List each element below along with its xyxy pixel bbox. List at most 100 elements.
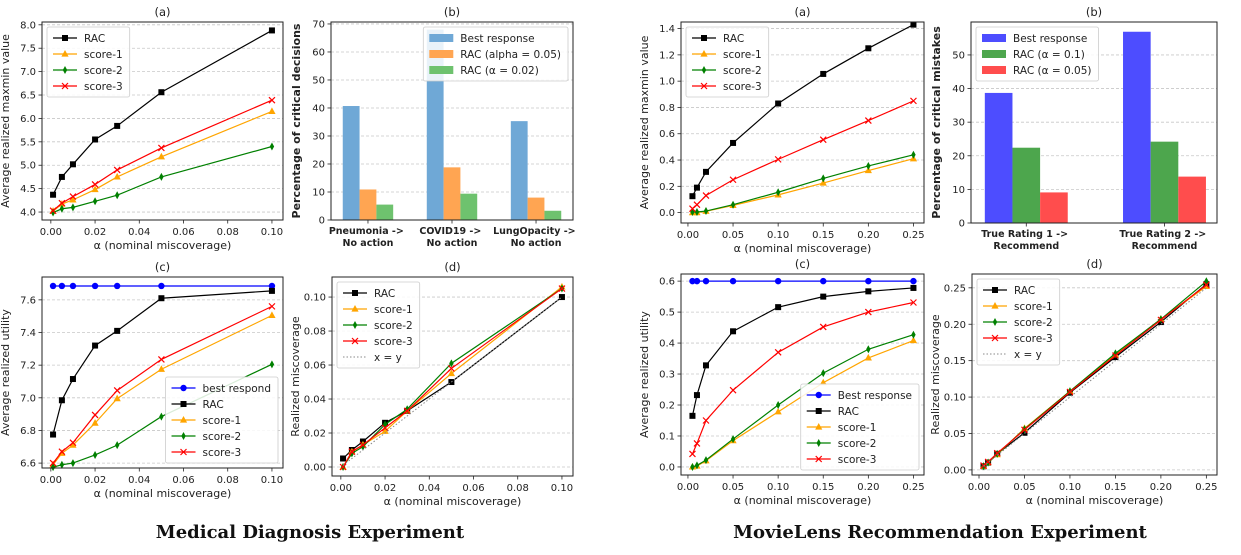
legend-label: score-2 [723, 65, 762, 77]
line-x = y [983, 287, 1207, 467]
line-x = y [342, 296, 563, 466]
y-tick-label: 6.5 [20, 91, 36, 102]
chart-title: (c) [155, 260, 170, 274]
y-tick-label: 50 [952, 50, 965, 61]
series-Best response [689, 277, 917, 285]
chart-title: (b) [444, 5, 460, 19]
y-tick-label: 0 [319, 216, 325, 227]
marker-x [113, 166, 121, 174]
bar-LungOpacity -> No action-Best response [510, 121, 528, 220]
series-score-1 [49, 107, 276, 214]
marker-x [815, 455, 823, 463]
x-category-label-line: No action [427, 238, 478, 249]
marker-square [693, 184, 700, 191]
marker-diamond [866, 161, 871, 170]
marker-diamond [92, 450, 98, 459]
line-score-1 [52, 110, 273, 212]
x-tick-label: 0.05 [1013, 482, 1035, 493]
x-tick-label: 0.10 [767, 482, 789, 493]
x-axis-label: α (nominal miscoverage) [734, 242, 872, 255]
marker-diamond [775, 401, 781, 410]
marker-x [58, 448, 66, 456]
x-tick-label: 0.04 [128, 227, 150, 238]
marker-triangle [909, 336, 918, 344]
marker-triangle [268, 107, 276, 115]
marker-x [268, 302, 276, 310]
y-tick-label: 6.8 [20, 426, 36, 437]
axes-frame [680, 21, 925, 224]
marker-x [180, 448, 187, 456]
marker-triangle [774, 407, 782, 415]
marker-circle [49, 282, 57, 290]
marker-square [268, 287, 275, 294]
legend-label: score-3 [1014, 333, 1053, 345]
x-tick-label: 0.06 [462, 483, 484, 494]
series-score-3 [339, 285, 566, 471]
legend-box [165, 376, 279, 464]
marker-triangle [113, 172, 121, 180]
marker-diamond [159, 412, 164, 421]
chart-med-a: 4.0 4.5 5.0 5.5 6.0 6.5 7.0 7.5 8.0 0.00 0.02 0.04 0… [0, 5, 284, 252]
y-tick-label: 0.00 [304, 462, 326, 473]
legend-swatch [429, 34, 454, 42]
marker-triangle [815, 423, 823, 430]
marker-square [775, 100, 782, 107]
marker-x [980, 462, 987, 469]
x-tick-label: 0.10 [261, 475, 283, 486]
marker-square [820, 293, 827, 300]
marker-square [910, 284, 917, 291]
legend-swatch [429, 50, 454, 58]
y-tick-label: 40 [312, 103, 325, 114]
legend-label: score-2 [84, 65, 123, 77]
legend-box [685, 26, 770, 98]
legend-box [975, 26, 1099, 82]
y-tick-label: 1.0 [659, 77, 675, 88]
marker-x [864, 117, 872, 125]
legend-label: score-2 [203, 431, 242, 443]
marker-circle [69, 282, 77, 290]
y-tick-label: 0.15 [944, 356, 966, 367]
marker-diamond [730, 435, 736, 444]
marker-square [92, 136, 99, 143]
x-tick-label: 0.00 [40, 227, 62, 238]
chart-title: (d) [1086, 257, 1102, 271]
marker-x [359, 441, 367, 449]
y-tick-label: 0.06 [304, 361, 326, 372]
legend-label: Best response [460, 33, 534, 45]
y-axis-label: Average realized utility [0, 309, 12, 436]
marker-diamond [50, 463, 56, 472]
line-score-3 [692, 100, 914, 210]
y-tick-label: 1.2 [659, 50, 675, 61]
y-tick-label: 0.10 [304, 293, 326, 304]
bar-True Rating 1 -> Recommend-RAC (α = 0.05) [1040, 192, 1068, 223]
marker-x [910, 299, 917, 306]
marker-diamond [114, 191, 120, 200]
marker-x [91, 411, 99, 419]
y-tick-label: 0.25 [944, 283, 966, 294]
marker-square [180, 401, 187, 407]
x-tick-label: 0.15 [812, 482, 834, 493]
line-RAC [691, 287, 914, 416]
legend-label: RAC [84, 33, 105, 45]
x-category-label-line: COVID19 -> [419, 226, 484, 237]
axes-frame [41, 276, 284, 469]
y-tick-label: 50 [312, 75, 325, 86]
marker-diamond [352, 321, 358, 329]
x-category-label: COVID19 -> No action [419, 226, 484, 249]
y-tick-label: 40 [952, 84, 965, 95]
y-tick-label: 7.0 [20, 67, 36, 78]
x-tick-label: 0.02 [374, 483, 396, 494]
series-score-2 [690, 330, 916, 471]
marker-diamond [992, 318, 998, 326]
marker-diamond [911, 150, 916, 159]
y-tick-label: 7.5 [20, 44, 36, 55]
chart-title: (b) [1086, 5, 1102, 19]
marker-circle [58, 282, 66, 290]
series-score-3 [980, 281, 1210, 469]
marker-x [702, 192, 710, 199]
marker-diamond [701, 66, 707, 74]
marker-square [50, 191, 57, 198]
marker-square [69, 376, 76, 383]
